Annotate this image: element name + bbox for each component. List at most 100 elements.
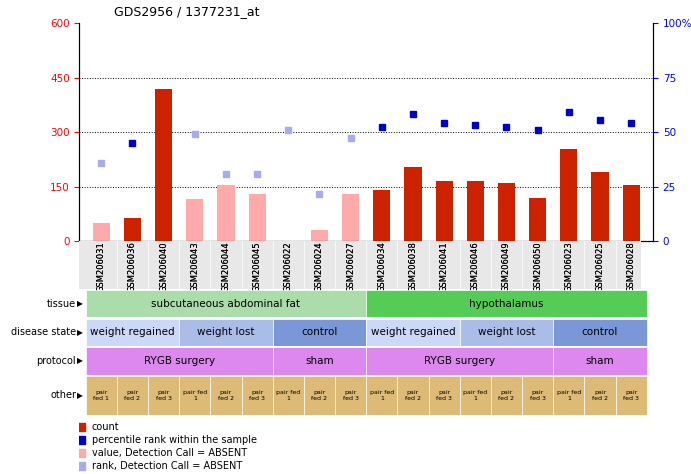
Text: GSM206027: GSM206027	[346, 241, 355, 292]
Bar	[86, 376, 117, 415]
Text: pair
fed 1: pair fed 1	[93, 390, 109, 401]
Bar	[585, 376, 616, 415]
Bar	[560, 148, 578, 241]
Text: GSM206031: GSM206031	[97, 241, 106, 292]
Text: GSM206050: GSM206050	[533, 241, 542, 292]
Text: GSM206041: GSM206041	[439, 241, 448, 292]
Text: GSM206041: GSM206041	[439, 241, 448, 292]
Text: GSM206040: GSM206040	[159, 241, 168, 292]
Text: pair
fed 2: pair fed 2	[405, 390, 421, 401]
Text: GSM206031: GSM206031	[97, 241, 106, 292]
Text: subcutaneous abdominal fat: subcutaneous abdominal fat	[151, 299, 301, 309]
Bar	[273, 319, 366, 346]
Bar	[460, 376, 491, 415]
Text: weight regained: weight regained	[90, 327, 175, 337]
Text: GSM206022: GSM206022	[284, 241, 293, 292]
Bar	[366, 319, 460, 346]
Text: pair
fed 2: pair fed 2	[592, 390, 608, 401]
Text: other: other	[50, 390, 76, 401]
Bar	[366, 347, 553, 374]
Text: ▶: ▶	[77, 299, 84, 308]
Text: pair fed
1: pair fed 1	[182, 390, 207, 401]
Bar	[397, 376, 428, 415]
Bar	[179, 376, 210, 415]
Bar	[273, 376, 304, 415]
Text: GSM206022: GSM206022	[284, 241, 293, 292]
Text: pair
fed 3: pair fed 3	[155, 390, 171, 401]
Text: GSM206050: GSM206050	[533, 241, 542, 292]
Text: GSM206025: GSM206025	[596, 241, 605, 292]
Bar	[218, 185, 234, 241]
Bar	[373, 191, 390, 241]
Text: pair
fed 2: pair fed 2	[312, 390, 328, 401]
Text: GSM206024: GSM206024	[315, 241, 324, 292]
Text: GSM206036: GSM206036	[128, 241, 137, 292]
Text: GSM206043: GSM206043	[190, 241, 199, 292]
Bar	[148, 376, 179, 415]
Text: ▶: ▶	[77, 328, 84, 337]
Text: pair
fed 3: pair fed 3	[530, 390, 546, 401]
Text: rank, Detection Call = ABSENT: rank, Detection Call = ABSENT	[91, 461, 242, 471]
Text: GSM206049: GSM206049	[502, 241, 511, 292]
Text: GSM206023: GSM206023	[565, 241, 574, 292]
Text: pair
fed 3: pair fed 3	[343, 390, 359, 401]
Text: percentile rank within the sample: percentile rank within the sample	[91, 435, 256, 445]
Bar	[311, 230, 328, 241]
Text: GSM206028: GSM206028	[627, 241, 636, 292]
Text: count: count	[91, 422, 119, 432]
Text: GSM206045: GSM206045	[253, 241, 262, 292]
Bar	[435, 181, 453, 241]
Bar	[616, 376, 647, 415]
Text: GSM206040: GSM206040	[159, 241, 168, 292]
Text: GSM206045: GSM206045	[253, 241, 262, 292]
Bar	[591, 172, 609, 241]
Text: GSM206046: GSM206046	[471, 241, 480, 292]
Text: pair
fed 3: pair fed 3	[436, 390, 452, 401]
Text: sham: sham	[586, 356, 614, 366]
Bar	[242, 376, 273, 415]
Bar	[342, 194, 359, 241]
Bar	[491, 376, 522, 415]
Bar	[623, 185, 640, 241]
Text: ▶: ▶	[77, 391, 84, 400]
Bar	[93, 223, 110, 241]
Text: value, Detection Call = ABSENT: value, Detection Call = ABSENT	[91, 448, 247, 458]
Bar	[186, 200, 203, 241]
Text: pair
fed 3: pair fed 3	[249, 390, 265, 401]
Text: GSM206049: GSM206049	[502, 241, 511, 292]
Text: pair fed
1: pair fed 1	[276, 390, 301, 401]
Text: weight lost: weight lost	[197, 327, 255, 337]
Text: pair fed
1: pair fed 1	[557, 390, 581, 401]
Text: GSM206028: GSM206028	[627, 241, 636, 292]
Text: GSM206023: GSM206023	[565, 241, 574, 292]
Bar	[311, 230, 328, 241]
Bar	[460, 319, 553, 346]
Text: pair fed
1: pair fed 1	[463, 390, 487, 401]
Text: weight regained: weight regained	[370, 327, 455, 337]
Bar	[366, 290, 647, 318]
Bar	[335, 376, 366, 415]
Text: GSM206025: GSM206025	[596, 241, 605, 292]
Bar	[179, 319, 273, 346]
Text: GSM206034: GSM206034	[377, 241, 386, 292]
Text: pair
fed 2: pair fed 2	[218, 390, 234, 401]
Bar	[124, 218, 141, 241]
Text: pair
fed 2: pair fed 2	[124, 390, 140, 401]
Text: GSM206046: GSM206046	[471, 241, 480, 292]
Bar	[93, 223, 110, 241]
Text: GSM206027: GSM206027	[346, 241, 355, 292]
Bar	[117, 376, 148, 415]
Text: GSM206024: GSM206024	[315, 241, 324, 292]
Text: ▶: ▶	[77, 356, 84, 365]
Text: GSM206038: GSM206038	[408, 241, 417, 292]
Text: hypothalamus: hypothalamus	[469, 299, 544, 309]
Bar	[86, 347, 273, 374]
Text: RYGB surgery: RYGB surgery	[144, 356, 215, 366]
Bar	[498, 183, 515, 241]
Text: control: control	[582, 327, 618, 337]
Text: pair fed
1: pair fed 1	[370, 390, 394, 401]
Text: GSM206038: GSM206038	[408, 241, 417, 292]
Bar	[86, 319, 179, 346]
Bar	[273, 347, 366, 374]
Text: GDS2956 / 1377231_at: GDS2956 / 1377231_at	[114, 6, 260, 18]
